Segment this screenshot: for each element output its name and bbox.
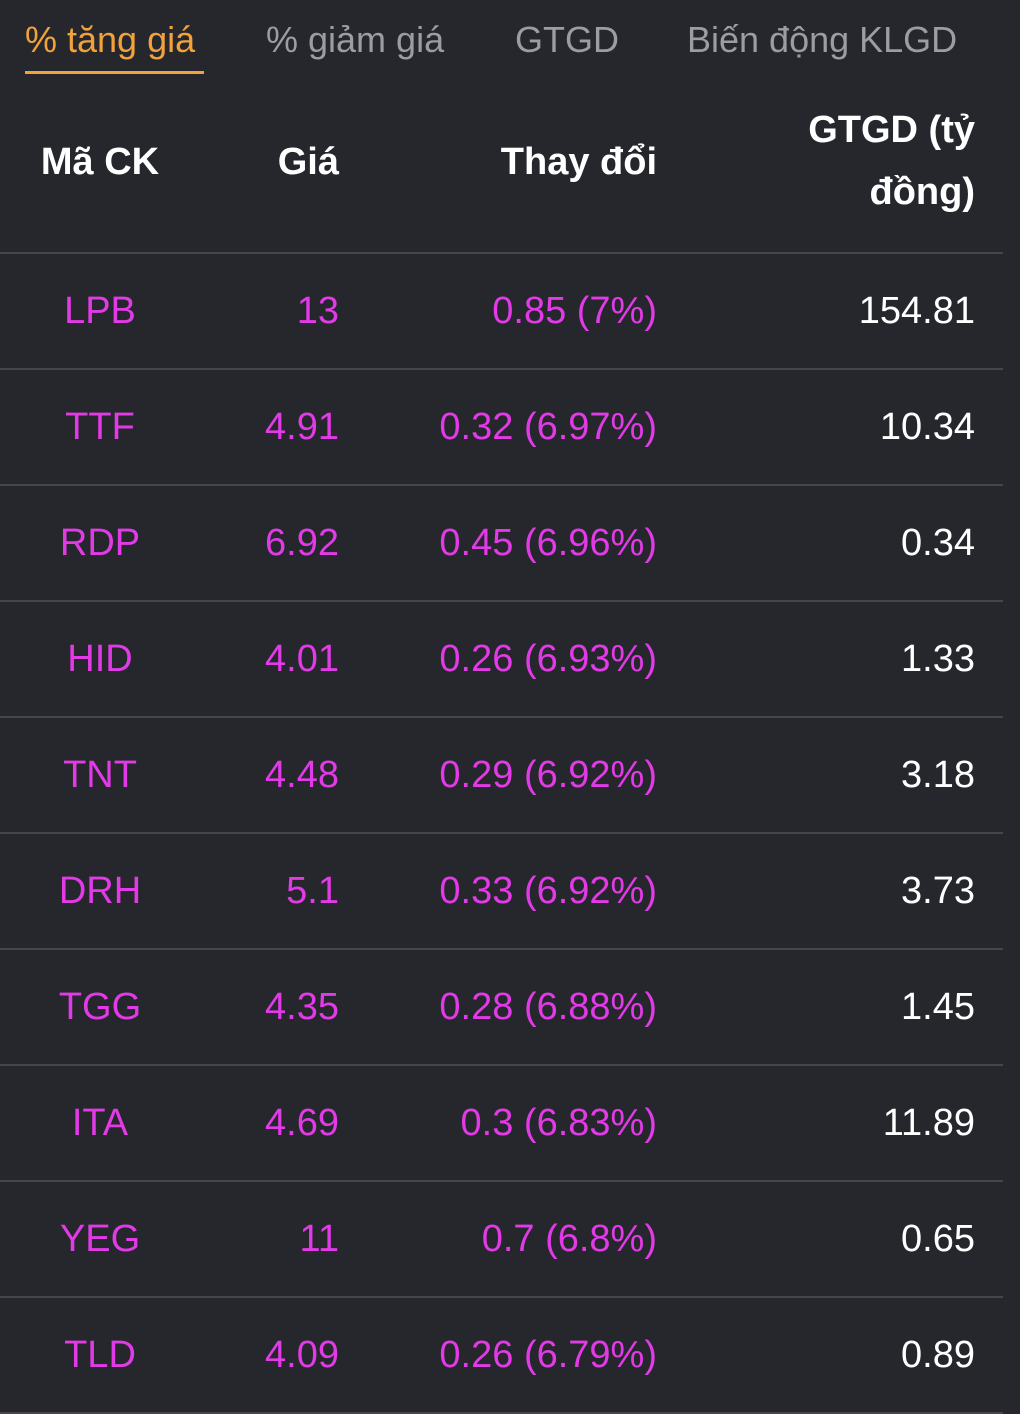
trading-value: 11.89: [882, 1102, 975, 1144]
table-row[interactable]: YEG 11 0.7 (6.8%) 0.65: [0, 1182, 1003, 1298]
stock-price: 11: [299, 1218, 339, 1260]
column-header-code: Mã CK: [40, 141, 160, 183]
stock-code[interactable]: LPB: [64, 290, 136, 332]
stock-price: 4.91: [265, 406, 339, 448]
price-change: 0.33 (6.92%): [439, 870, 657, 912]
table-row[interactable]: RDP 6.92 0.45 (6.96%) 0.34: [0, 486, 1003, 602]
table-row[interactable]: TLD 4.09 0.26 (6.79%) 0.89: [0, 1298, 1003, 1414]
tab-bar: % tăng giá % giảm giá GTGD Biến động KLG…: [0, 0, 1020, 80]
stock-code[interactable]: TTF: [65, 406, 135, 448]
stock-code[interactable]: TNT: [63, 754, 137, 796]
stock-code[interactable]: RDP: [59, 522, 141, 564]
trading-value: 154.81: [858, 290, 975, 332]
stock-price: 4.48: [265, 754, 339, 796]
table-row[interactable]: TNT 4.48 0.29 (6.92%) 3.18: [0, 718, 1003, 834]
stock-code[interactable]: YEG: [59, 1218, 141, 1260]
stock-code[interactable]: ITA: [71, 1102, 129, 1144]
price-change: 0.28 (6.88%): [439, 986, 657, 1028]
tab-price-gainers[interactable]: % tăng giá: [25, 19, 196, 60]
stock-price: 6.92: [265, 522, 339, 564]
column-header-change: Thay đổi: [500, 141, 657, 183]
table-row[interactable]: HID 4.01 0.26 (6.93%) 1.33: [0, 602, 1003, 718]
trading-value: 3.73: [901, 870, 975, 912]
column-header-value: GTGD (tỷ đồng): [808, 109, 975, 213]
trading-value: 1.45: [901, 986, 975, 1028]
stock-price: 4.01: [265, 638, 339, 680]
table-row[interactable]: LPB 13 0.85 (7%) 154.81: [0, 254, 1003, 370]
trading-value: 0.65: [901, 1218, 975, 1260]
price-change: 0.26 (6.93%): [439, 638, 657, 680]
stock-code[interactable]: TGG: [58, 986, 142, 1028]
price-change: 0.85 (7%): [492, 290, 657, 332]
stock-price: 4.35: [265, 986, 339, 1028]
tab-price-losers[interactable]: % giảm giá: [266, 19, 445, 60]
price-change: 0.7 (6.8%): [481, 1218, 657, 1260]
table-row[interactable]: DRH 5.1 0.33 (6.92%) 3.73: [0, 834, 1003, 950]
table-header: Mã CK Giá Thay đổi GTGD (tỷ đồng): [0, 96, 1003, 254]
price-change: 0.26 (6.79%): [439, 1334, 657, 1376]
price-change: 0.32 (6.97%): [439, 406, 657, 448]
table-row[interactable]: TGG 4.35 0.28 (6.88%) 1.45: [0, 950, 1003, 1066]
price-change: 0.3 (6.83%): [460, 1102, 657, 1144]
column-header-price: Giá: [277, 141, 339, 183]
price-change: 0.29 (6.92%): [439, 754, 657, 796]
tab-trading-value[interactable]: GTGD: [515, 19, 619, 60]
tab-volume-change[interactable]: Biến động KLGD: [687, 19, 958, 60]
trading-value: 0.89: [901, 1334, 975, 1376]
price-change: 0.45 (6.96%): [439, 522, 657, 564]
stock-table-body: LPB 13 0.85 (7%) 154.81 TTF 4.91 0.32 (6…: [0, 254, 1003, 1414]
stock-code[interactable]: DRH: [58, 870, 142, 912]
trading-value: 1.33: [901, 638, 975, 680]
table-row[interactable]: ITA 4.69 0.3 (6.83%) 11.89: [0, 1066, 1003, 1182]
stock-price: 4.09: [265, 1334, 339, 1376]
trading-value: 0.34: [901, 522, 975, 564]
stock-price: 5.1: [286, 870, 339, 912]
trading-value: 3.18: [901, 754, 975, 796]
active-tab-indicator: [25, 71, 204, 74]
stock-code[interactable]: TLD: [64, 1334, 136, 1376]
trading-value: 10.34: [879, 406, 975, 448]
stock-code[interactable]: HID: [67, 638, 133, 680]
stock-price: 13: [296, 290, 339, 332]
table-row[interactable]: TTF 4.91 0.32 (6.97%) 10.34: [0, 370, 1003, 486]
stock-price: 4.69: [265, 1102, 339, 1144]
